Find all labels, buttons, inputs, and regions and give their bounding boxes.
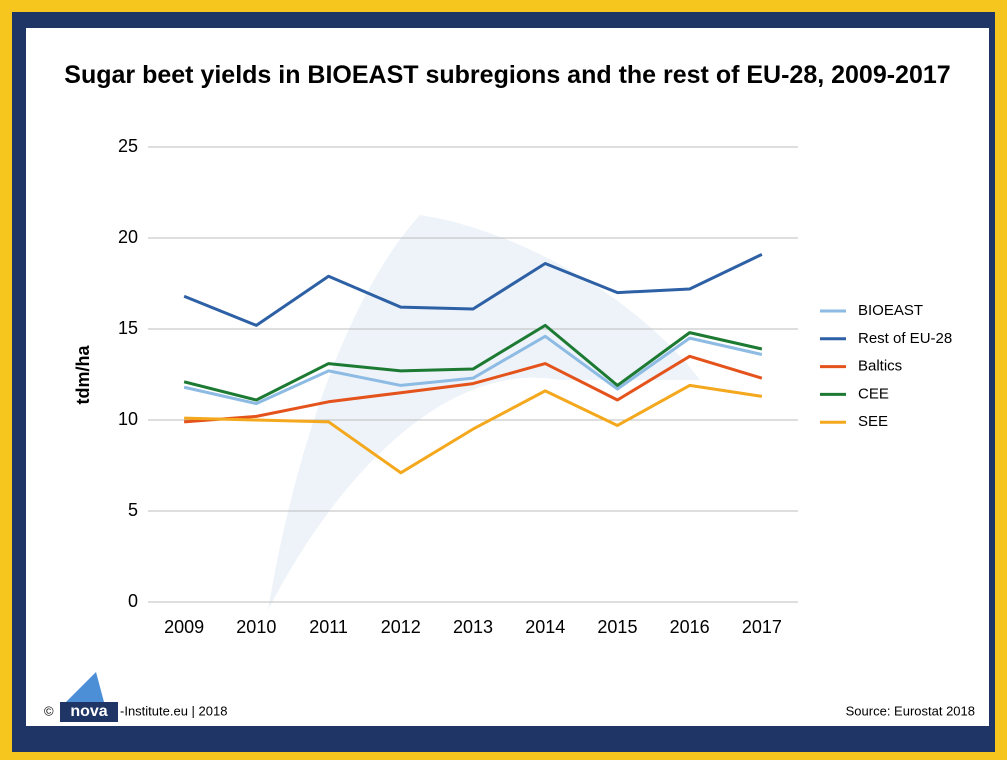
legend-label: BIOEAST [858, 302, 923, 319]
y-tick-label: 15 [118, 318, 138, 338]
x-tick-label: 2016 [670, 617, 710, 637]
y-tick-label: 5 [128, 500, 138, 520]
x-tick-label: 2012 [381, 617, 421, 637]
series-line [183, 334, 763, 406]
y-tick-label: 25 [118, 136, 138, 156]
x-tick-label: 2014 [525, 617, 565, 637]
y-tick-label: 20 [118, 227, 138, 247]
watermark [268, 215, 700, 610]
logo-box [60, 702, 118, 722]
x-tick-label: 2013 [453, 617, 493, 637]
logo-sail [66, 672, 104, 702]
legend-label: Baltics [858, 358, 902, 375]
series-line [183, 323, 763, 402]
credit-symbol: © [44, 703, 54, 718]
source: Source: Eurostat 2018 [846, 703, 975, 718]
series-line [183, 354, 763, 424]
x-tick-label: 2015 [597, 617, 637, 637]
x-tick-label: 2009 [164, 617, 204, 637]
legend-label: Rest of EU-28 [858, 330, 952, 347]
legend-label: CEE [858, 385, 889, 402]
y-tick-label: 0 [128, 591, 138, 611]
chart-title: Sugar beet yields in BIOEAST subregions … [64, 61, 951, 89]
credit-logo: nova [70, 703, 107, 720]
x-tick-label: 2011 [309, 617, 348, 637]
series-line [184, 383, 763, 475]
x-tick-label: 2010 [236, 617, 276, 637]
credit-text: -Institute.eu | 2018 [120, 703, 227, 718]
x-tick-label: 2017 [742, 617, 782, 637]
y-tick-label: 10 [118, 409, 138, 429]
series-line [183, 253, 763, 327]
legend-label: SEE [858, 413, 888, 430]
y-axis-label: tdm/ha [73, 345, 93, 405]
